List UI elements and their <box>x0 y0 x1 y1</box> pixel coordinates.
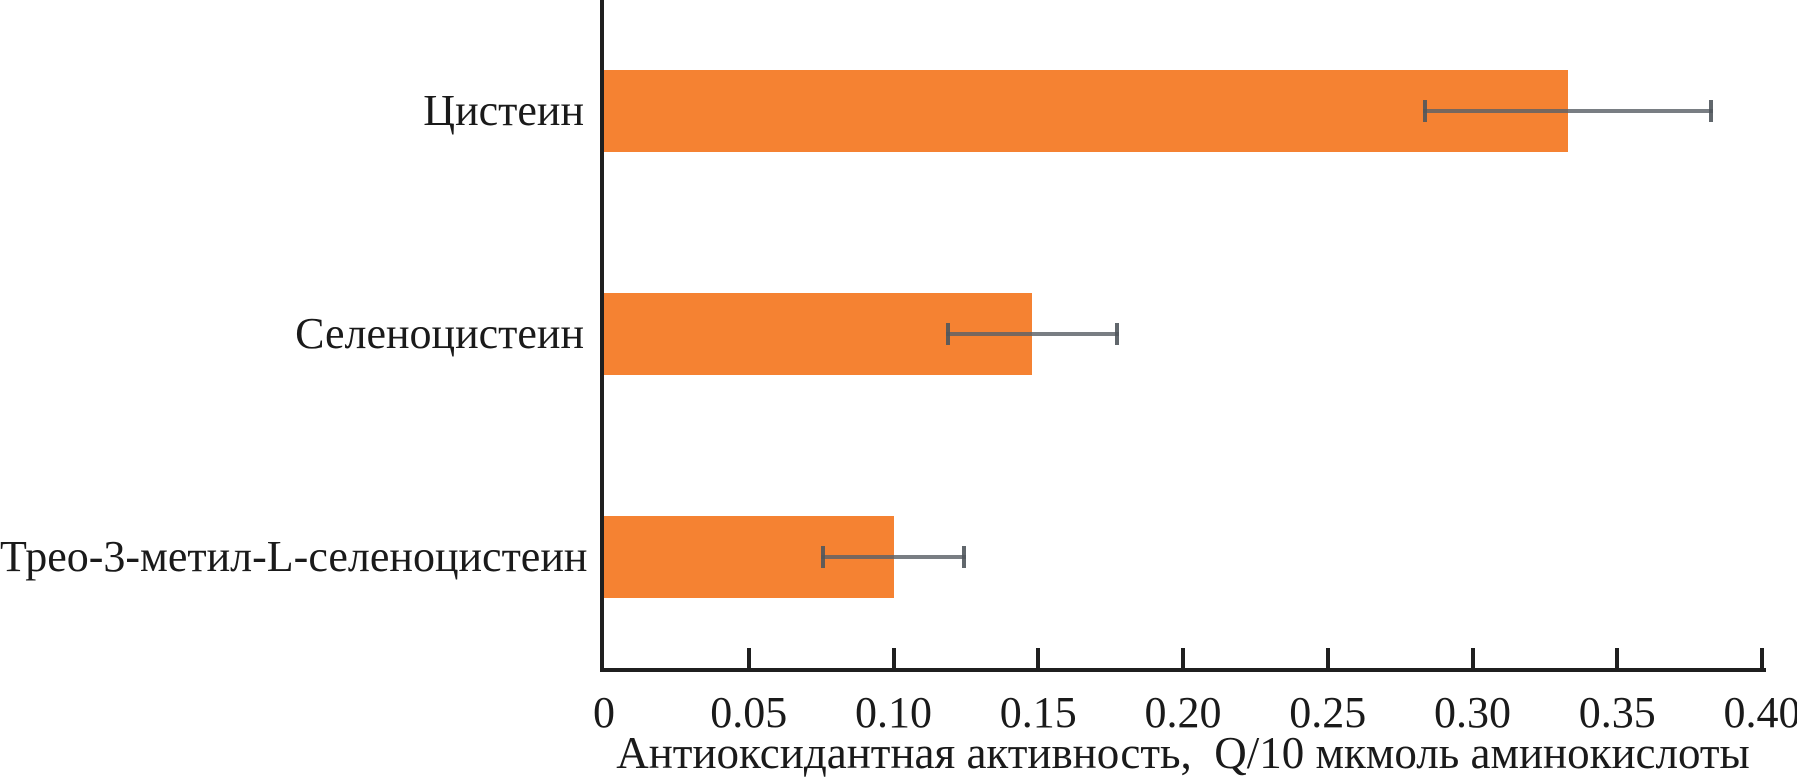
error-bar <box>945 323 1120 345</box>
plot-area <box>604 0 1764 668</box>
error-bar-cap-left <box>1423 100 1428 123</box>
x-tick <box>1615 648 1620 668</box>
category-label: Цистеин <box>423 86 584 136</box>
category-labels-layer: Цистеин Селеноцистеин Трео-3-метил-L-селен… <box>0 0 588 668</box>
x-tick <box>746 648 751 668</box>
category-label: Трео-3-метил-L-селеноцистеин <box>0 531 588 581</box>
error-bar-line <box>945 332 1120 336</box>
error-bar <box>821 545 966 568</box>
x-tick-label: 0.30 <box>1434 688 1511 737</box>
error-bar-cap-left <box>821 545 826 568</box>
x-tick <box>891 648 896 668</box>
x-tick-label: 0.35 <box>1578 688 1656 737</box>
x-tick <box>1470 648 1475 668</box>
x-tick-label: 0.15 <box>999 688 1077 737</box>
x-tick <box>1036 648 1041 668</box>
x-tick-label: 0 <box>593 688 615 737</box>
error-bar-line <box>1423 109 1713 114</box>
x-tick <box>1325 648 1330 668</box>
x-tick-labels-layer: 0 0.05 0.10 0.15 0.20 0.25 0.30 0.35 0.40 <box>0 686 1797 740</box>
x-tick-label: 0.40 <box>1723 688 1797 737</box>
bar <box>604 70 1569 153</box>
error-bar-line <box>821 554 966 559</box>
x-axis-line <box>600 668 1766 672</box>
x-tick-label: 0.25 <box>1289 688 1367 737</box>
category-label: Селеноцистеин <box>295 309 584 358</box>
error-bar <box>1423 100 1713 123</box>
x-tick-label: 0.05 <box>710 688 788 737</box>
x-tick <box>1760 648 1764 668</box>
error-bar-cap-right <box>1115 323 1120 345</box>
error-bar-cap-right <box>1708 100 1713 123</box>
x-tick-label: 0.10 <box>855 688 932 737</box>
error-bar-cap-right <box>961 545 966 568</box>
y-axis-line <box>600 0 604 672</box>
x-tick <box>1181 648 1185 668</box>
x-tick-label: 0.20 <box>1144 688 1222 737</box>
error-bar-cap-left <box>945 323 950 345</box>
x-axis-title: Антиоксидантная активность, Q/10 мкмоль … <box>616 728 1750 778</box>
